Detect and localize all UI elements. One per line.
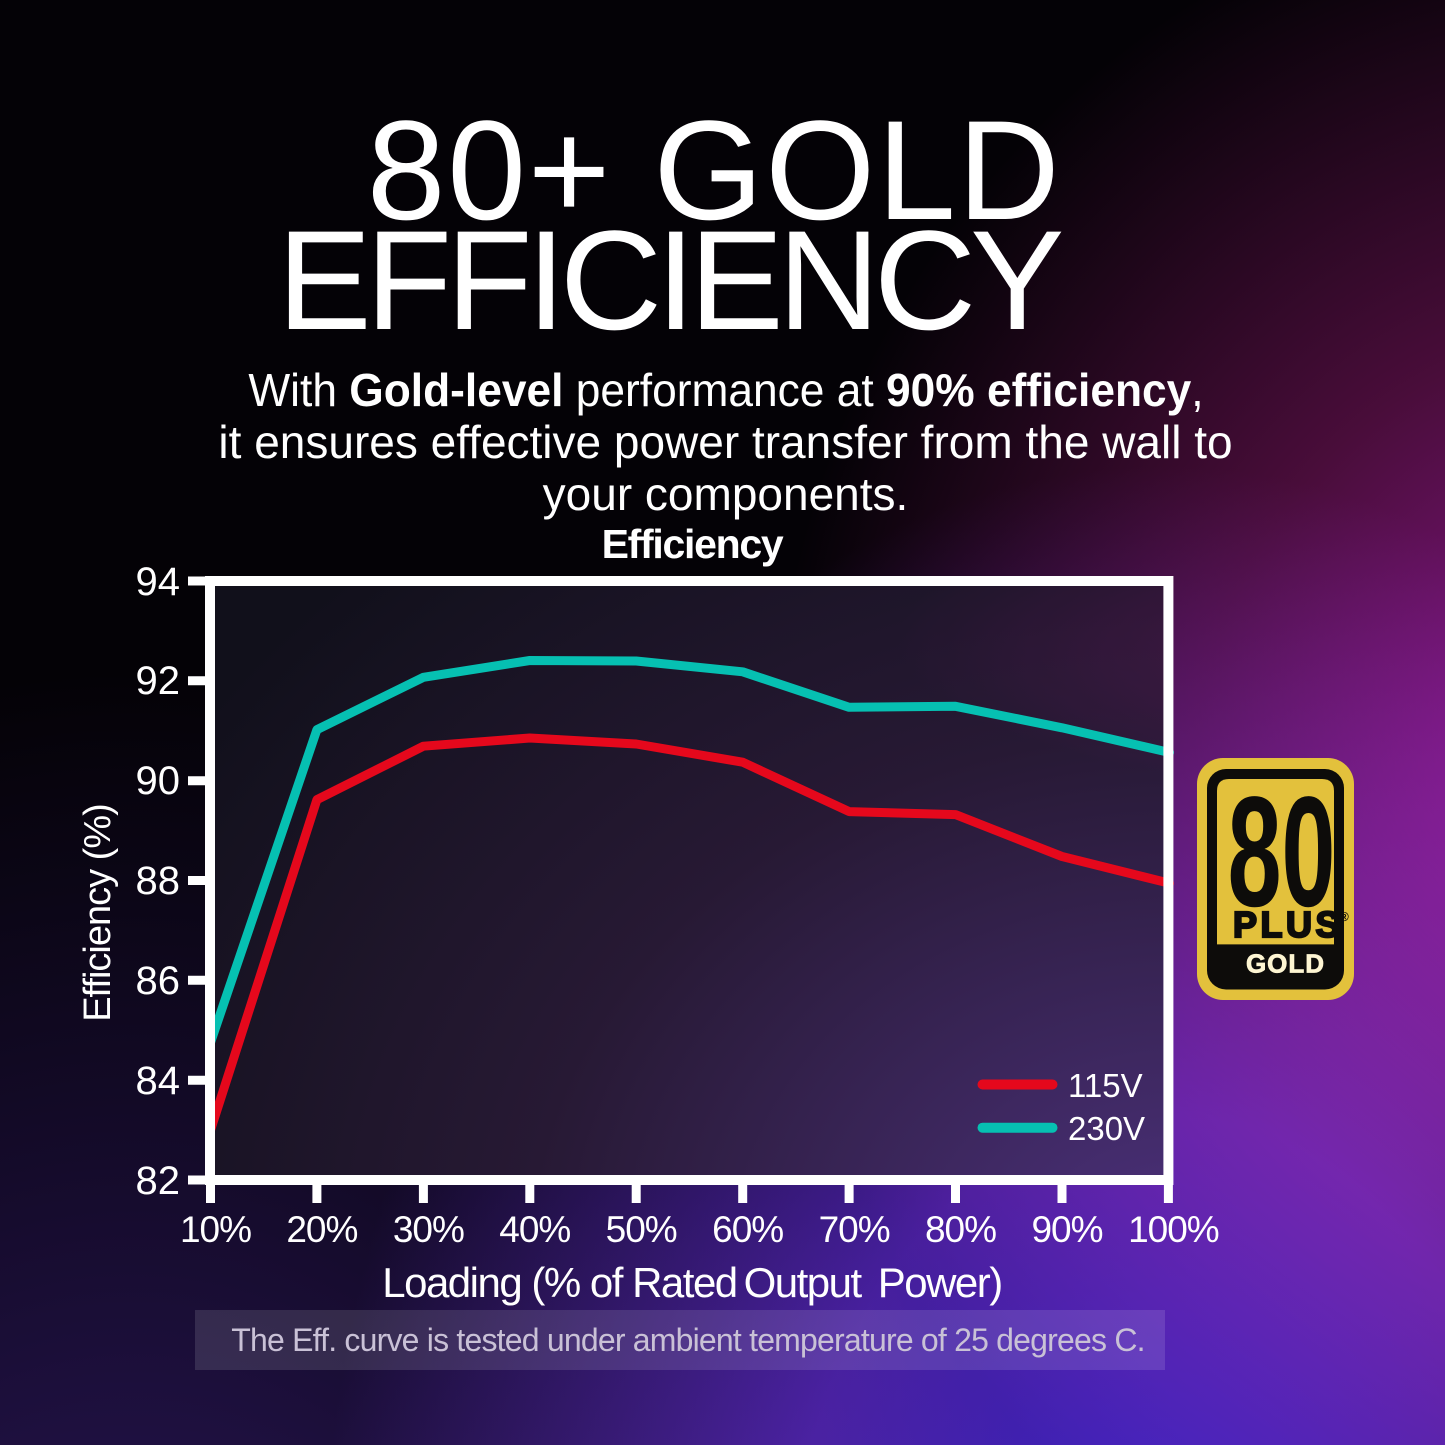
svg-text:®: ® <box>1339 909 1349 924</box>
svg-text:80: 80 <box>1228 764 1336 940</box>
svg-text:GOLD: GOLD <box>1246 948 1325 978</box>
svg-text:PLUS: PLUS <box>1233 904 1343 945</box>
